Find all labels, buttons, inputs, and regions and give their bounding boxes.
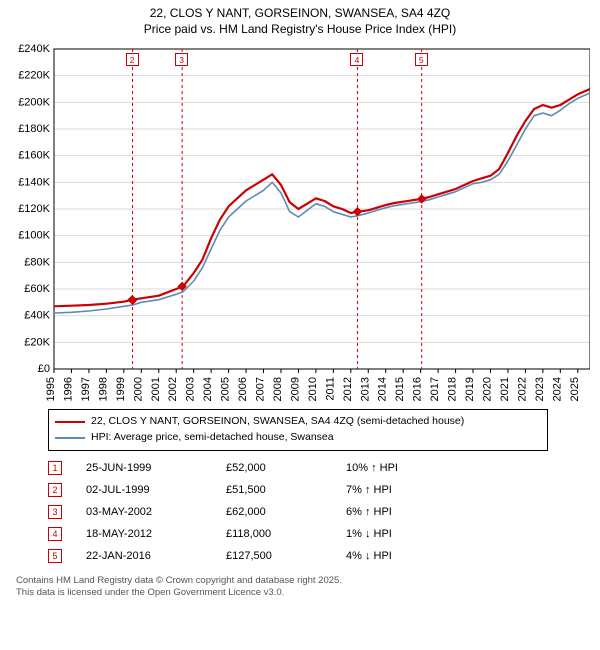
chart-title: 22, CLOS Y NANT, GORSEINON, SWANSEA, SA4… (10, 6, 590, 37)
svg-text:2005: 2005 (220, 377, 232, 401)
row-delta: 7% ↑ HPI (346, 484, 466, 496)
svg-text:2017: 2017 (429, 377, 441, 401)
svg-text:£100K: £100K (18, 230, 50, 242)
row-price: £118,000 (226, 528, 346, 540)
svg-text:£180K: £180K (18, 123, 50, 135)
footer: Contains HM Land Registry data © Crown c… (16, 575, 590, 600)
row-date: 03-MAY-2002 (86, 506, 226, 518)
footer-line1: Contains HM Land Registry data © Crown c… (16, 575, 590, 587)
svg-text:2011: 2011 (324, 377, 336, 401)
svg-text:£200K: £200K (18, 97, 50, 109)
table-row: 3 03-MAY-2002£62,0006% ↑ HPI (48, 501, 548, 523)
svg-text:2009: 2009 (289, 377, 301, 401)
svg-text:2022: 2022 (516, 377, 528, 401)
svg-text:2023: 2023 (534, 377, 546, 401)
row-marker: 5 (48, 549, 62, 563)
row-delta: 4% ↓ HPI (346, 550, 466, 562)
svg-text:2008: 2008 (272, 377, 284, 401)
svg-text:£0: £0 (38, 363, 50, 375)
svg-text:2013: 2013 (359, 377, 371, 401)
chart-area: £0 £20K £40K £60K £80K £100K £120K £140K £160K £1… (10, 41, 590, 401)
row-price: £127,500 (226, 550, 346, 562)
row-date: 02-JUL-1999 (86, 484, 226, 496)
svg-text:2001: 2001 (150, 377, 162, 401)
svg-text:£20K: £20K (24, 337, 50, 349)
svg-text:2015: 2015 (394, 377, 406, 401)
svg-text:£60K: £60K (24, 283, 50, 295)
svg-text:1997: 1997 (80, 377, 92, 401)
legend-swatch (55, 437, 85, 439)
legend-swatch (55, 421, 85, 423)
table-row: 5 22-JAN-2016£127,5004% ↓ HPI (48, 545, 548, 567)
svg-text:2012: 2012 (342, 377, 354, 401)
svg-text:2003: 2003 (185, 377, 197, 401)
svg-text:£40K: £40K (24, 310, 50, 322)
svg-text:£160K: £160K (18, 150, 50, 162)
svg-text:2019: 2019 (464, 377, 476, 401)
chart-sale-marker-4: 4 (350, 53, 363, 66)
legend-label: 22, CLOS Y NANT, GORSEINON, SWANSEA, SA4… (91, 414, 464, 430)
legend-row-1: HPI: Average price, semi-detached house,… (55, 430, 541, 446)
row-delta: 1% ↓ HPI (346, 528, 466, 540)
svg-text:£220K: £220K (18, 70, 50, 82)
svg-text:1998: 1998 (97, 377, 109, 401)
chart-sale-marker-3: 3 (175, 53, 188, 66)
svg-text:£120K: £120K (18, 203, 50, 215)
title-line1: 22, CLOS Y NANT, GORSEINON, SWANSEA, SA4… (150, 6, 451, 20)
svg-text:1999: 1999 (115, 377, 127, 401)
svg-text:2016: 2016 (412, 377, 424, 401)
chart-sale-marker-2: 2 (126, 53, 139, 66)
footer-line2: This data is licensed under the Open Gov… (16, 587, 590, 599)
row-marker: 4 (48, 527, 62, 541)
row-price: £52,000 (226, 462, 346, 474)
svg-text:2010: 2010 (307, 377, 319, 401)
row-marker: 1 (48, 461, 62, 475)
row-delta: 6% ↑ HPI (346, 506, 466, 518)
svg-text:2020: 2020 (481, 377, 493, 401)
row-price: £62,000 (226, 506, 346, 518)
svg-text:2006: 2006 (237, 377, 249, 401)
legend-box: 22, CLOS Y NANT, GORSEINON, SWANSEA, SA4… (48, 409, 548, 451)
svg-text:£140K: £140K (18, 177, 50, 189)
row-marker: 3 (48, 505, 62, 519)
svg-text:£80K: £80K (24, 257, 50, 269)
svg-text:2024: 2024 (551, 377, 563, 401)
svg-text:2018: 2018 (447, 377, 459, 401)
row-marker: 2 (48, 483, 62, 497)
table-row: 4 18-MAY-2012£118,0001% ↓ HPI (48, 523, 548, 545)
svg-text:2021: 2021 (499, 377, 511, 401)
svg-text:£240K: £240K (18, 43, 50, 55)
svg-text:1996: 1996 (62, 377, 74, 401)
table-row: 2 02-JUL-1999£51,5007% ↑ HPI (48, 479, 548, 501)
svg-text:2002: 2002 (167, 377, 179, 401)
chart-sale-marker-5: 5 (415, 53, 428, 66)
sales-table: 1 25-JUN-1999£52,00010% ↑ HPI 2 02-JUL-1999… (48, 457, 548, 567)
row-delta: 10% ↑ HPI (346, 462, 466, 474)
chart-svg: £0 £20K £40K £60K £80K £100K £120K £140K £160K £1… (10, 41, 590, 401)
title-line2: Price paid vs. HM Land Registry's House … (10, 22, 590, 38)
svg-text:2025: 2025 (569, 377, 581, 401)
svg-text:1995: 1995 (45, 377, 57, 401)
row-price: £51,500 (226, 484, 346, 496)
svg-text:2000: 2000 (132, 377, 144, 401)
svg-text:2014: 2014 (377, 377, 389, 401)
row-date: 25-JUN-1999 (86, 462, 226, 474)
row-date: 18-MAY-2012 (86, 528, 226, 540)
legend-label: HPI: Average price, semi-detached house,… (91, 430, 334, 446)
row-date: 22-JAN-2016 (86, 550, 226, 562)
table-row: 1 25-JUN-1999£52,00010% ↑ HPI (48, 457, 548, 479)
legend-row-0: 22, CLOS Y NANT, GORSEINON, SWANSEA, SA4… (55, 414, 541, 430)
svg-text:2004: 2004 (202, 377, 214, 401)
svg-text:2007: 2007 (255, 377, 267, 401)
